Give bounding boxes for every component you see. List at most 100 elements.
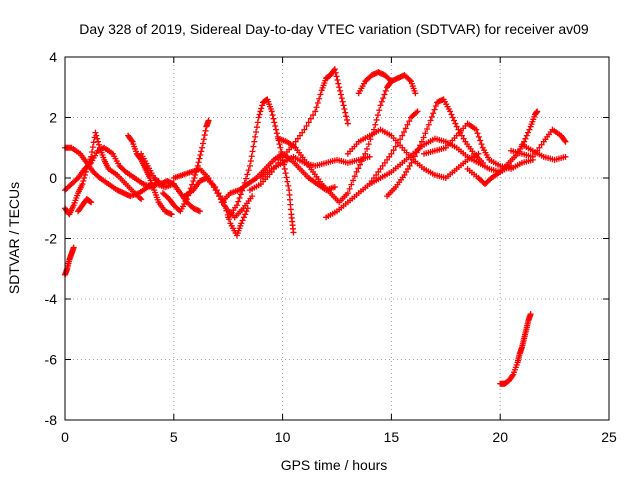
data-point (336, 84, 343, 91)
data-point (479, 159, 486, 166)
data-point (343, 113, 350, 120)
data-point (413, 109, 420, 116)
data-point (364, 145, 371, 152)
data-point (417, 142, 424, 149)
data-point (420, 134, 427, 141)
data-point (340, 102, 347, 109)
data-points (62, 66, 569, 387)
x-tick-label: 0 (61, 429, 69, 445)
data-point (243, 208, 250, 215)
data-point (331, 66, 338, 73)
series-arc-5 (75, 196, 95, 215)
y-tick-label: -8 (45, 412, 58, 428)
data-point (191, 175, 198, 181)
data-point (215, 190, 222, 197)
data-point (410, 156, 417, 163)
data-point (237, 191, 244, 198)
data-point (527, 311, 534, 318)
data-point (238, 220, 245, 227)
data-point (196, 155, 203, 162)
x-tick-label: 25 (601, 429, 617, 445)
data-point (432, 103, 439, 110)
series-arc-16 (323, 108, 421, 221)
data-point (538, 141, 545, 148)
data-point (251, 138, 258, 145)
data-point (235, 198, 242, 205)
data-point (268, 108, 275, 115)
data-point (80, 178, 87, 185)
data-point (270, 115, 277, 122)
data-point (284, 178, 291, 185)
data-point (379, 162, 386, 169)
data-point (406, 118, 413, 125)
data-point (487, 176, 494, 183)
data-point (561, 137, 568, 144)
data-point (256, 111, 263, 118)
data-point (449, 114, 456, 121)
data-point (292, 138, 299, 145)
data-point (73, 176, 80, 183)
data-point (201, 132, 208, 139)
data-point (283, 174, 290, 181)
data-point (271, 119, 278, 126)
data-point (290, 229, 297, 236)
data-point (365, 141, 372, 148)
data-point (337, 91, 344, 98)
data-point (331, 184, 338, 191)
y-tick-label: -2 (45, 231, 58, 247)
data-point (88, 148, 95, 155)
data-point (303, 122, 310, 129)
x-tick-label: 15 (384, 429, 400, 445)
data-point (233, 202, 240, 209)
data-point (222, 203, 229, 210)
data-point (536, 144, 543, 151)
data-point (401, 129, 408, 136)
data-point (244, 171, 251, 178)
data-point (82, 171, 89, 178)
data-point (447, 108, 454, 115)
data-point (386, 153, 393, 160)
data-point (523, 132, 530, 139)
data-point (305, 119, 312, 126)
data-point (452, 120, 459, 127)
data-point (377, 102, 384, 109)
data-point (269, 112, 276, 119)
data-point (474, 130, 481, 137)
data-point (257, 108, 264, 115)
data-point (425, 121, 432, 128)
data-point (346, 185, 353, 192)
data-point (338, 95, 345, 102)
data-point (337, 87, 344, 94)
data-point (273, 130, 280, 137)
data-point (128, 137, 135, 144)
data-point (372, 121, 379, 128)
y-tick-label: 4 (49, 49, 57, 65)
series-arc-15 (275, 78, 395, 206)
y-tick-label: -4 (45, 291, 58, 307)
data-point (255, 114, 262, 121)
data-point (312, 108, 319, 115)
data-point (258, 105, 265, 112)
data-point (358, 158, 365, 165)
series-arc-20 (384, 96, 486, 200)
data-point (240, 184, 247, 191)
data-point (205, 117, 212, 124)
data-point (412, 90, 419, 97)
data-point (244, 205, 251, 212)
data-point (353, 168, 360, 175)
data-point (348, 181, 355, 188)
data-point (95, 138, 102, 145)
data-point (82, 168, 89, 175)
data-point (190, 178, 197, 185)
data-point (377, 165, 384, 172)
data-point (239, 217, 246, 224)
data-point (392, 143, 399, 150)
data-point (367, 136, 374, 143)
y-tick-label: -6 (45, 352, 58, 368)
data-point (249, 193, 256, 200)
data-point (525, 129, 532, 136)
data-point (259, 102, 266, 109)
data-point (121, 167, 128, 174)
data-point (70, 244, 77, 251)
